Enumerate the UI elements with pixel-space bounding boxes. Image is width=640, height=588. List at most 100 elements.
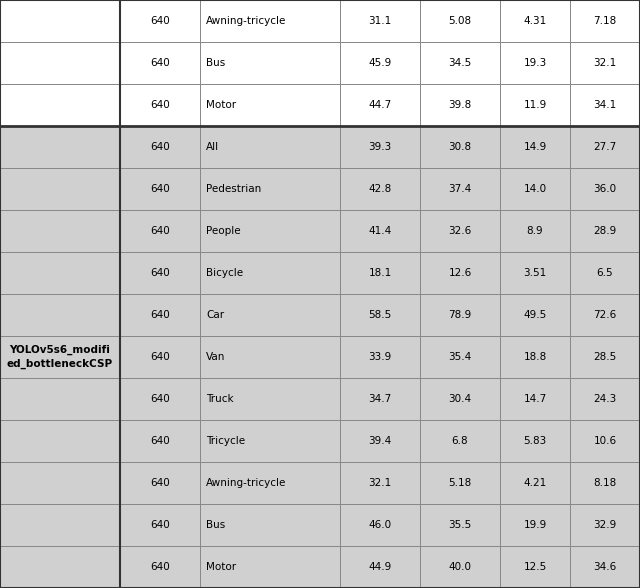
Text: 39.3: 39.3 [369,142,392,152]
Bar [570,378,640,420]
Bar [200,0,340,42]
Text: 44.7: 44.7 [369,100,392,110]
Text: 34.5: 34.5 [449,58,472,68]
Text: 32.6: 32.6 [449,226,472,236]
Bar [500,504,570,546]
Text: 6.8: 6.8 [452,436,468,446]
Bar [420,210,500,252]
Text: 18.1: 18.1 [369,268,392,278]
Text: 640: 640 [150,184,170,194]
Text: 28.5: 28.5 [593,352,616,362]
Bar [340,126,420,168]
Text: 640: 640 [150,142,170,152]
Text: Bus: Bus [206,520,225,530]
Bar [200,504,340,546]
Text: 27.7: 27.7 [593,142,616,152]
Bar [340,420,420,462]
Bar [500,0,570,42]
Bar [500,210,570,252]
Text: 30.8: 30.8 [449,142,472,152]
Bar [500,420,570,462]
Bar [570,252,640,294]
Bar [340,0,420,42]
Bar [200,336,340,378]
Bar [120,294,200,336]
Bar [200,294,340,336]
Text: 640: 640 [150,16,170,26]
Bar [420,420,500,462]
Text: 640: 640 [150,478,170,488]
Text: 7.18: 7.18 [593,16,616,26]
Text: Truck: Truck [206,394,234,404]
Bar [0,546,120,588]
Text: 28.9: 28.9 [593,226,616,236]
Text: 32.1: 32.1 [369,478,392,488]
Bar [500,84,570,126]
Bar [420,42,500,84]
Text: All: All [206,142,219,152]
Text: 4.31: 4.31 [524,16,547,26]
Bar [120,126,200,168]
Bar [570,462,640,504]
Bar [570,546,640,588]
Text: 34.6: 34.6 [593,562,616,572]
Text: 640: 640 [150,226,170,236]
Text: YOLOv5s6_modifi
ed_bottleneckCSP: YOLOv5s6_modifi ed_bottleneckCSP [7,345,113,369]
Bar [570,504,640,546]
Bar [500,126,570,168]
Text: 640: 640 [150,268,170,278]
Text: 78.9: 78.9 [449,310,472,320]
Bar [0,168,120,210]
Text: 30.4: 30.4 [449,394,472,404]
Bar [340,546,420,588]
Bar [420,462,500,504]
Text: 5.18: 5.18 [449,478,472,488]
Bar [0,42,120,84]
Text: 39.8: 39.8 [449,100,472,110]
Bar [120,84,200,126]
Bar [340,168,420,210]
Text: 19.9: 19.9 [524,520,547,530]
Bar [420,84,500,126]
Text: 19.3: 19.3 [524,58,547,68]
Bar [200,42,340,84]
Bar [340,462,420,504]
Bar [120,420,200,462]
Text: 34.1: 34.1 [593,100,616,110]
Text: 35.4: 35.4 [449,352,472,362]
Bar [340,336,420,378]
Bar [420,504,500,546]
Text: 39.4: 39.4 [369,436,392,446]
Text: 5.83: 5.83 [524,436,547,446]
Text: 640: 640 [150,352,170,362]
Text: 72.6: 72.6 [593,310,616,320]
Bar [120,546,200,588]
Text: 4.21: 4.21 [524,478,547,488]
Bar [420,126,500,168]
Text: Bicycle: Bicycle [206,268,243,278]
Text: 49.5: 49.5 [524,310,547,320]
Bar [500,546,570,588]
Text: Car: Car [206,310,224,320]
Text: 640: 640 [150,310,170,320]
Bar [120,378,200,420]
Text: 14.0: 14.0 [524,184,547,194]
Text: 45.9: 45.9 [369,58,392,68]
Bar [0,252,120,294]
Text: 640: 640 [150,436,170,446]
Bar [570,0,640,42]
Bar [0,420,120,462]
Text: 5.08: 5.08 [449,16,472,26]
Text: 640: 640 [150,100,170,110]
Text: 32.9: 32.9 [593,520,616,530]
Bar [420,378,500,420]
Text: Tricycle: Tricycle [206,436,245,446]
Bar [570,126,640,168]
Bar [500,168,570,210]
Text: 14.9: 14.9 [524,142,547,152]
Bar [570,420,640,462]
Text: 31.1: 31.1 [369,16,392,26]
Bar [0,294,120,336]
Bar [570,168,640,210]
Bar [200,84,340,126]
